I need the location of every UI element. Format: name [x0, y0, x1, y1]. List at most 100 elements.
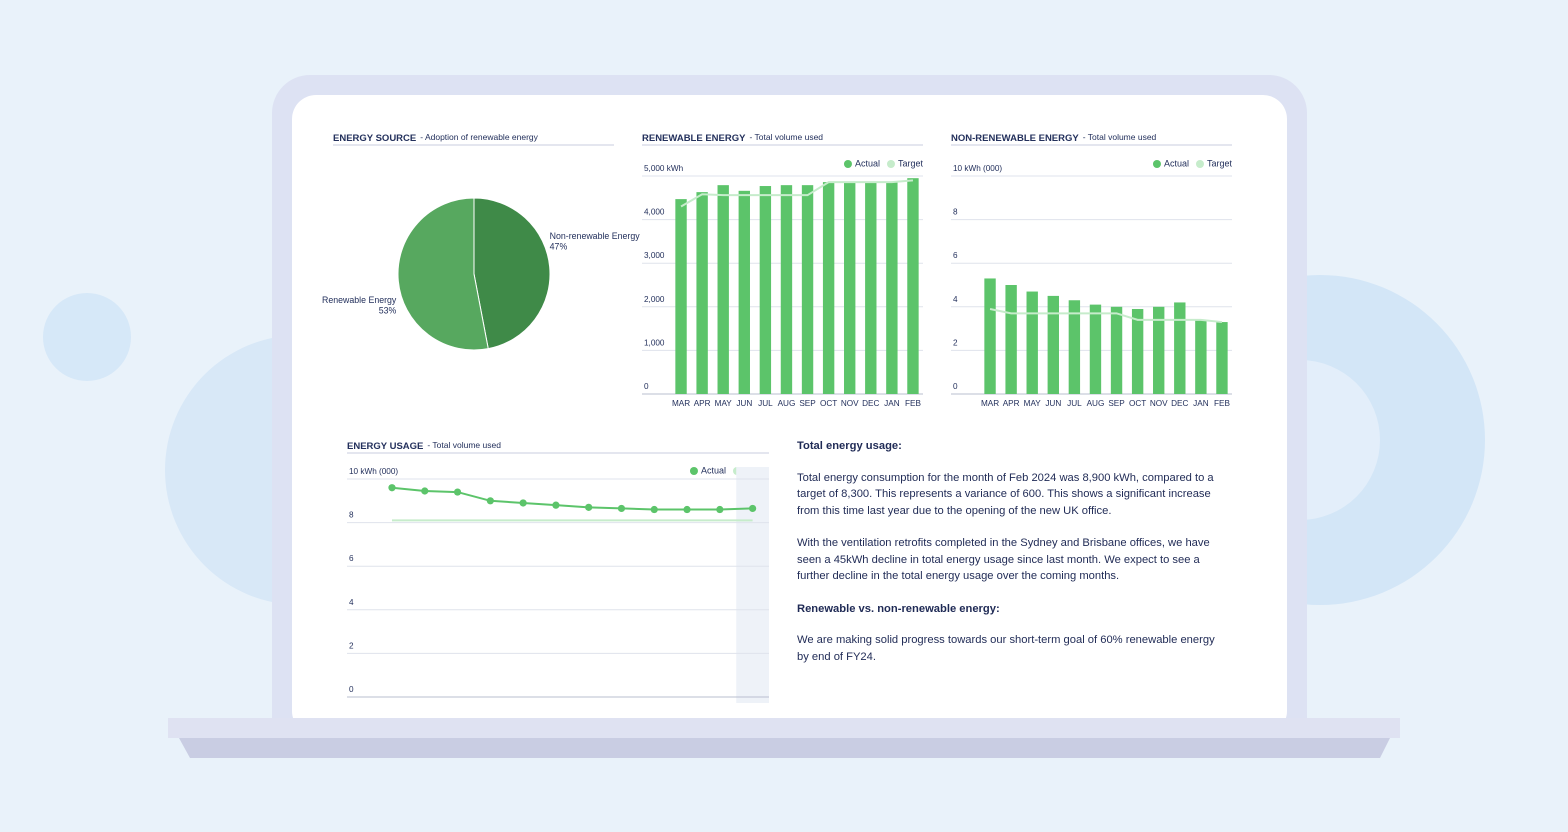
chart-title-main: ENERGY SOURCE — [333, 133, 416, 144]
legend-label: Target — [1207, 158, 1233, 168]
x-tick-label: AUG — [1087, 399, 1105, 408]
y-tick-label: 10 kWh (000) — [349, 467, 398, 476]
line-point — [716, 505, 724, 514]
y-tick-label: 8 — [349, 511, 354, 520]
legend-label: Actual — [701, 465, 726, 475]
y-tick-label: 8 — [953, 208, 958, 217]
bar — [1153, 306, 1165, 394]
bar — [844, 182, 856, 394]
pie-slice — [397, 197, 489, 351]
x-tick-label: JAN — [884, 399, 900, 408]
y-tick-label: 2 — [349, 641, 354, 650]
y-tick-label: 0 — [349, 685, 354, 694]
x-tick-label: FEB — [1214, 399, 1230, 408]
x-tick-label: MAR — [672, 399, 690, 408]
x-tick-label: JUL — [758, 399, 773, 408]
chart-title: NON-RENEWABLE ENERGY - Total volume used — [951, 132, 1157, 143]
y-tick-label: 4,000 — [644, 208, 665, 217]
y-tick-label: 3,000 — [644, 251, 665, 260]
bar — [738, 190, 750, 394]
y-tick-label: 4 — [953, 295, 958, 304]
pie-label: Non-renewable Energy 47% — [550, 231, 641, 252]
pie-label-category: Non-renewable Energy — [550, 231, 641, 241]
legend-label: Target — [898, 158, 924, 168]
x-tick-label: MAR — [981, 399, 999, 408]
bar — [1089, 304, 1102, 394]
bar — [1216, 322, 1228, 394]
y-tick-label: 0 — [644, 382, 649, 391]
legend-swatch — [689, 467, 698, 475]
x-tick-label: FEB — [905, 399, 921, 408]
chart-subtitle: - Adoption of renewable energy — [420, 132, 538, 142]
x-tick-label: SEP — [1108, 399, 1125, 408]
bar — [801, 185, 814, 394]
x-tick-label: JUL — [1067, 399, 1082, 408]
bar — [907, 178, 919, 394]
charts: ENERGY SOURCE - Adoption of renewable ene… — [322, 132, 1232, 703]
bar — [1068, 300, 1081, 394]
y-tick-label: 6 — [953, 251, 958, 260]
x-tick-label: MAY — [1024, 399, 1042, 408]
decor-circle — [43, 293, 131, 381]
y-tick-label: 10 kWh (000) — [953, 164, 1002, 173]
bar — [675, 199, 687, 394]
x-tick-label: JUN — [1045, 399, 1061, 408]
laptop-base-top — [168, 718, 1400, 738]
paragraph: Total energy consumption for the month o… — [797, 471, 1214, 517]
line-point — [552, 501, 560, 509]
line-point — [519, 499, 527, 507]
text-panel: Total energy usage: Total energy consumpt… — [797, 438, 1227, 681]
pie-label-value: 47% — [550, 241, 568, 251]
bar — [1174, 302, 1186, 394]
bar — [1005, 285, 1017, 394]
line-point — [585, 503, 593, 511]
chart-title-main: NON-RENEWABLE ENERGY — [951, 133, 1079, 144]
pie-label-category: Renewable Energy — [322, 295, 397, 305]
line-point — [388, 484, 396, 492]
y-tick-label: 2 — [953, 338, 958, 347]
x-tick-label: APR — [1003, 399, 1020, 408]
bar — [822, 182, 835, 394]
chart-title: ENERGY SOURCE - Adoption of renewable ene… — [333, 132, 539, 143]
pie-label: Renewable Energy 53% — [322, 295, 397, 316]
bar — [759, 186, 772, 394]
line — [391, 486, 753, 511]
bar — [1026, 291, 1038, 394]
line-point — [617, 504, 626, 513]
x-tick-label: DEC — [1171, 399, 1188, 408]
y-tick-label: 1,000 — [644, 338, 665, 347]
x-tick-label: APR — [694, 399, 711, 408]
section-heading: Total energy usage: — [797, 440, 902, 452]
chart-subtitle: - Total volume used — [749, 132, 823, 142]
bar — [1131, 308, 1144, 394]
section-heading: Renewable vs. non-renewable energy: — [797, 602, 1000, 615]
bar — [717, 185, 729, 394]
chart-subtitle: - Total volume used — [1083, 132, 1157, 142]
bar — [865, 182, 877, 394]
line — [989, 308, 1223, 324]
chart-subtitle: - Total volume used — [427, 440, 501, 450]
bar — [886, 182, 898, 394]
bar — [696, 192, 708, 394]
x-tick-label: MAY — [715, 399, 733, 408]
bar — [984, 278, 996, 394]
line — [680, 179, 914, 208]
bar — [1195, 319, 1207, 394]
x-tick-label: SEP — [799, 399, 816, 408]
y-tick-label: 4 — [349, 598, 354, 607]
pie-slice — [473, 197, 551, 350]
y-tick-label: 2,000 — [644, 295, 665, 304]
line-point — [749, 504, 757, 513]
x-tick-label: JUN — [736, 399, 752, 408]
x-tick-label: JAN — [1193, 399, 1209, 408]
bar — [1047, 295, 1059, 394]
line-point — [421, 487, 429, 495]
paragraph: With the ventilation retrofits completed… — [797, 537, 1210, 582]
legend-swatch — [1152, 160, 1161, 168]
pie-label-value: 53% — [379, 306, 397, 316]
line-point — [650, 505, 658, 514]
chart-title-main: ENERGY USAGE — [347, 441, 423, 452]
y-tick-label: 0 — [953, 382, 958, 391]
